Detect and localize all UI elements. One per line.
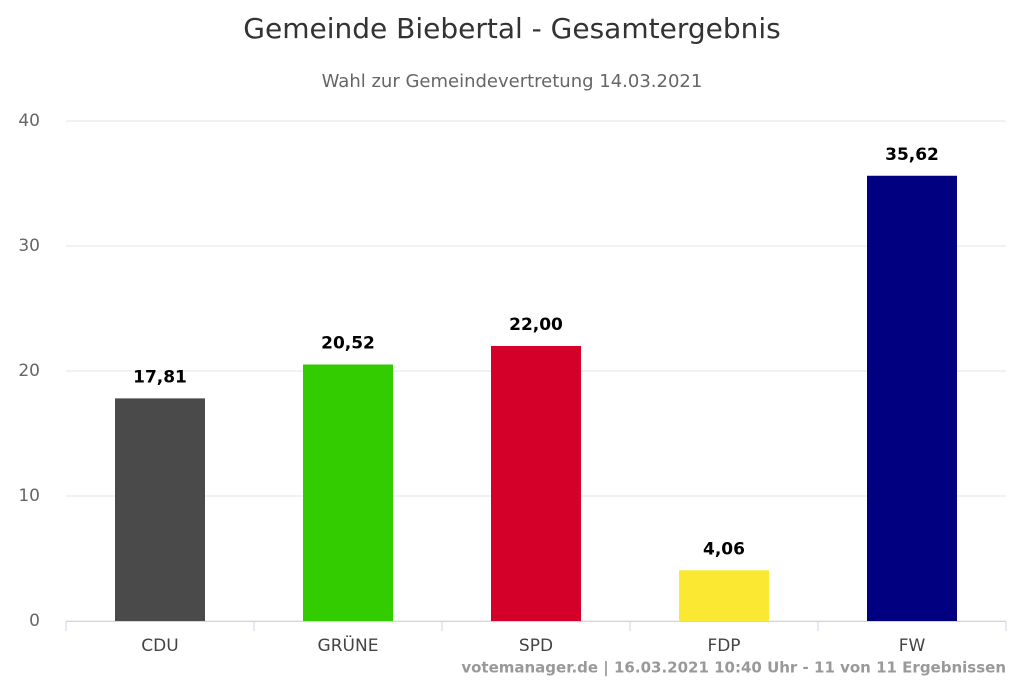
x-tick-label: FW <box>899 636 926 656</box>
value-label: 4,06 <box>703 539 745 559</box>
bar <box>491 346 581 621</box>
x-tick-label: CDU <box>141 636 178 656</box>
bar <box>115 398 205 621</box>
x-tick-label: GRÜNE <box>318 634 379 656</box>
chart-title: Gemeinde Biebertal - Gesamtergebnis <box>243 12 780 45</box>
y-tick-label: 20 <box>18 361 40 381</box>
chart-subtitle: Wahl zur Gemeindevertretung 14.03.2021 <box>322 71 703 92</box>
credits: votemanager.de | 16.03.2021 10:40 Uhr - … <box>461 659 1006 678</box>
bar <box>303 364 393 621</box>
x-tick-label: SPD <box>519 636 553 656</box>
y-tick-label: 30 <box>18 236 40 256</box>
y-tick-label: 0 <box>29 611 40 631</box>
value-label: 17,81 <box>133 367 187 387</box>
y-tick-label: 10 <box>18 486 40 506</box>
bar <box>679 570 769 621</box>
bar <box>867 175 957 621</box>
value-label: 35,62 <box>885 145 939 165</box>
y-tick-label: 40 <box>18 111 40 131</box>
value-label: 20,52 <box>321 334 375 354</box>
value-label: 22,00 <box>509 315 563 335</box>
x-tick-label: FDP <box>707 636 740 656</box>
